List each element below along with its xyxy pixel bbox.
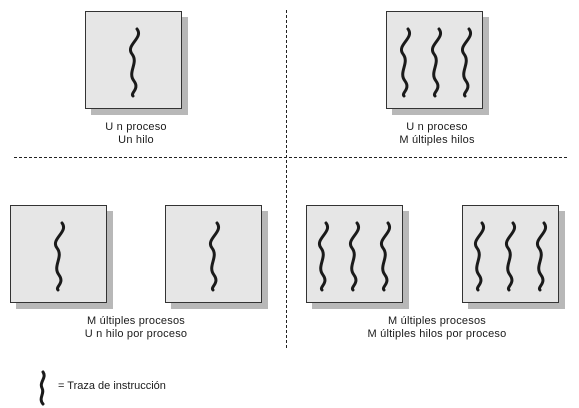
legend-label: = Traza de instrucción xyxy=(58,380,166,392)
horizontal-divider xyxy=(14,157,567,158)
process-box xyxy=(306,205,403,303)
caption-line-1: M últiples procesos xyxy=(388,315,486,327)
thread-icon xyxy=(473,221,486,292)
thread-icon xyxy=(535,221,548,292)
vertical-divider xyxy=(286,10,287,348)
thread-icon xyxy=(399,27,412,98)
caption-top-left: U n proceso Un hilo xyxy=(66,121,206,147)
wavy-thread-icon xyxy=(39,370,46,406)
thread-group xyxy=(317,221,392,292)
process-box xyxy=(165,205,262,303)
caption-line-1: M últiples procesos xyxy=(87,315,185,327)
thread-group xyxy=(208,221,221,292)
thread-icon xyxy=(53,221,66,292)
caption-line-2: M últiples hilos xyxy=(399,134,475,146)
thread-icon xyxy=(430,27,443,98)
thread-group xyxy=(53,221,66,292)
caption-line-1: U n proceso xyxy=(105,121,167,133)
caption-bottom-right: M últiples procesos M últiples hilos por… xyxy=(347,315,527,341)
caption-bottom-left: M últiples procesos U n hilo por proceso xyxy=(56,315,216,341)
thread-icon xyxy=(504,221,517,292)
thread-icon xyxy=(348,221,361,292)
process-box xyxy=(386,11,483,109)
process-box xyxy=(462,205,559,303)
thread-icon xyxy=(460,27,473,98)
caption-line-2: U n hilo por proceso xyxy=(84,328,188,340)
thread-icon xyxy=(128,27,141,98)
thread-group xyxy=(128,27,141,98)
caption-top-right: U n proceso M últiples hilos xyxy=(367,121,507,147)
thread-icon xyxy=(208,221,221,292)
thread-group xyxy=(473,221,548,292)
caption-line-1: U n proceso xyxy=(406,121,468,133)
thread-icon xyxy=(379,221,392,292)
process-box xyxy=(85,11,182,109)
thread-group xyxy=(399,27,473,98)
caption-line-2: M últiples hilos por proceso xyxy=(367,328,507,340)
thread-icon xyxy=(317,221,330,292)
caption-line-2: Un hilo xyxy=(118,134,154,146)
process-box xyxy=(10,205,107,303)
